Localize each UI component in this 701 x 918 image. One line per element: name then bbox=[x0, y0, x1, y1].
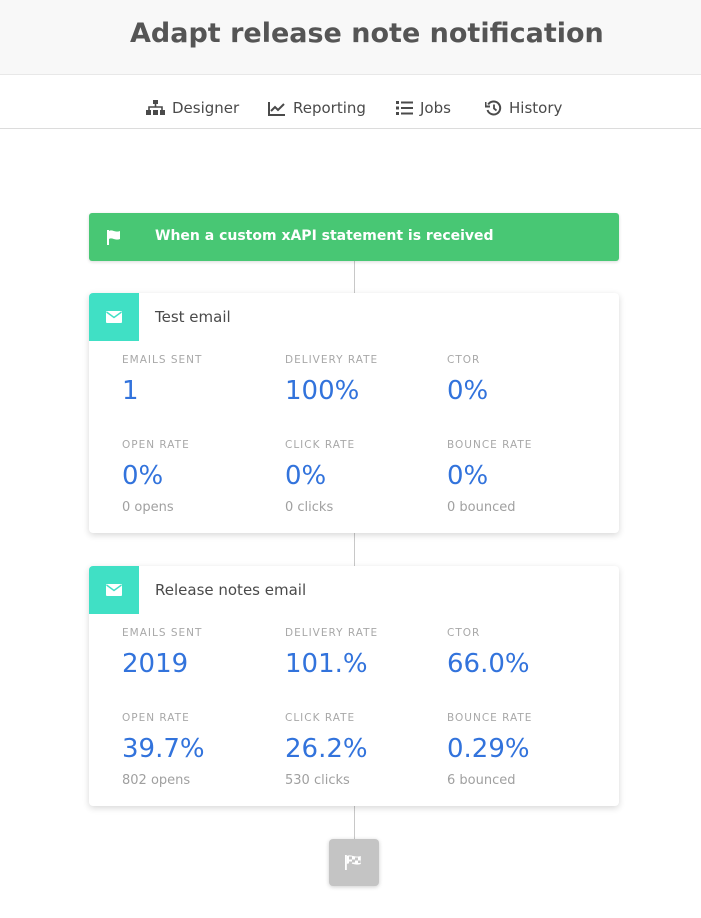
stat-label: DELIVERY RATE bbox=[285, 354, 379, 366]
stat-value: 101.% bbox=[285, 649, 368, 679]
stat-detail: 802 opens bbox=[122, 773, 191, 788]
stat-value: 39.7% bbox=[122, 734, 205, 764]
stat-value: 0% bbox=[285, 461, 327, 491]
stat-value: 0.29% bbox=[447, 734, 530, 764]
stat-label: CTOR bbox=[447, 354, 481, 366]
stat-value: 0% bbox=[447, 461, 489, 491]
connector bbox=[354, 261, 355, 293]
stat-value: 0% bbox=[122, 461, 164, 491]
email-step: Release notes email EMAILS SENT 2019 DELIVE… bbox=[89, 566, 619, 806]
stat-value: 0% bbox=[447, 376, 489, 406]
connector bbox=[354, 533, 355, 566]
email-icon-box bbox=[89, 293, 139, 341]
step-title: Test email bbox=[155, 308, 231, 326]
step-title: Release notes email bbox=[155, 581, 307, 599]
nav-label: Designer bbox=[172, 99, 240, 117]
nav-label: Reporting bbox=[293, 99, 366, 117]
connector bbox=[354, 806, 355, 839]
stat-label: EMAILS SENT bbox=[122, 627, 203, 639]
top-bar bbox=[0, 0, 701, 75]
email-icon bbox=[106, 584, 122, 596]
stat-label: DELIVERY RATE bbox=[285, 627, 379, 639]
stat-value: 100% bbox=[285, 376, 360, 406]
flag-icon bbox=[107, 230, 120, 245]
history-icon bbox=[485, 100, 502, 116]
stat-value: 26.2% bbox=[285, 734, 368, 764]
finish-flag-icon bbox=[345, 855, 361, 870]
email-step: Test email EMAILS SENT 1 DELIVERY RATE 100% C… bbox=[89, 293, 619, 533]
designer-icon bbox=[146, 100, 165, 115]
nav-label: History bbox=[509, 99, 563, 117]
nav-divider bbox=[0, 128, 701, 129]
stat-value: 2019 bbox=[122, 649, 189, 679]
email-icon-box bbox=[89, 566, 139, 614]
stat-detail: 0 bounced bbox=[447, 500, 516, 515]
page-title: Adapt release note notification bbox=[130, 18, 604, 49]
nav-reporting[interactable]: Reporting bbox=[268, 97, 366, 119]
finish-step[interactable] bbox=[329, 839, 379, 886]
trigger-label: When a custom xAPI statement is received bbox=[155, 228, 494, 244]
stat-label: OPEN RATE bbox=[122, 712, 190, 724]
stat-label: CTOR bbox=[447, 627, 481, 639]
nav-designer[interactable]: Designer bbox=[146, 97, 239, 119]
nav-label: Jobs bbox=[420, 99, 451, 117]
stat-label: EMAILS SENT bbox=[122, 354, 203, 366]
stat-label: BOUNCE RATE bbox=[447, 439, 533, 451]
reporting-icon bbox=[268, 101, 285, 116]
stat-detail: 530 clicks bbox=[285, 773, 350, 788]
trigger-step[interactable]: When a custom xAPI statement is received bbox=[89, 213, 619, 261]
stat-value: 1 bbox=[122, 376, 139, 406]
jobs-icon bbox=[396, 101, 413, 115]
stat-label: CLICK RATE bbox=[285, 712, 356, 724]
stat-detail: 6 bounced bbox=[447, 773, 516, 788]
stat-value: 66.0% bbox=[447, 649, 530, 679]
stat-label: OPEN RATE bbox=[122, 439, 190, 451]
nav-jobs[interactable]: Jobs bbox=[396, 97, 451, 119]
email-icon bbox=[106, 311, 122, 323]
nav-history[interactable]: History bbox=[485, 97, 562, 119]
stat-detail: 0 opens bbox=[122, 500, 174, 515]
stat-label: CLICK RATE bbox=[285, 439, 356, 451]
stat-label: BOUNCE RATE bbox=[447, 712, 533, 724]
stat-detail: 0 clicks bbox=[285, 500, 334, 515]
